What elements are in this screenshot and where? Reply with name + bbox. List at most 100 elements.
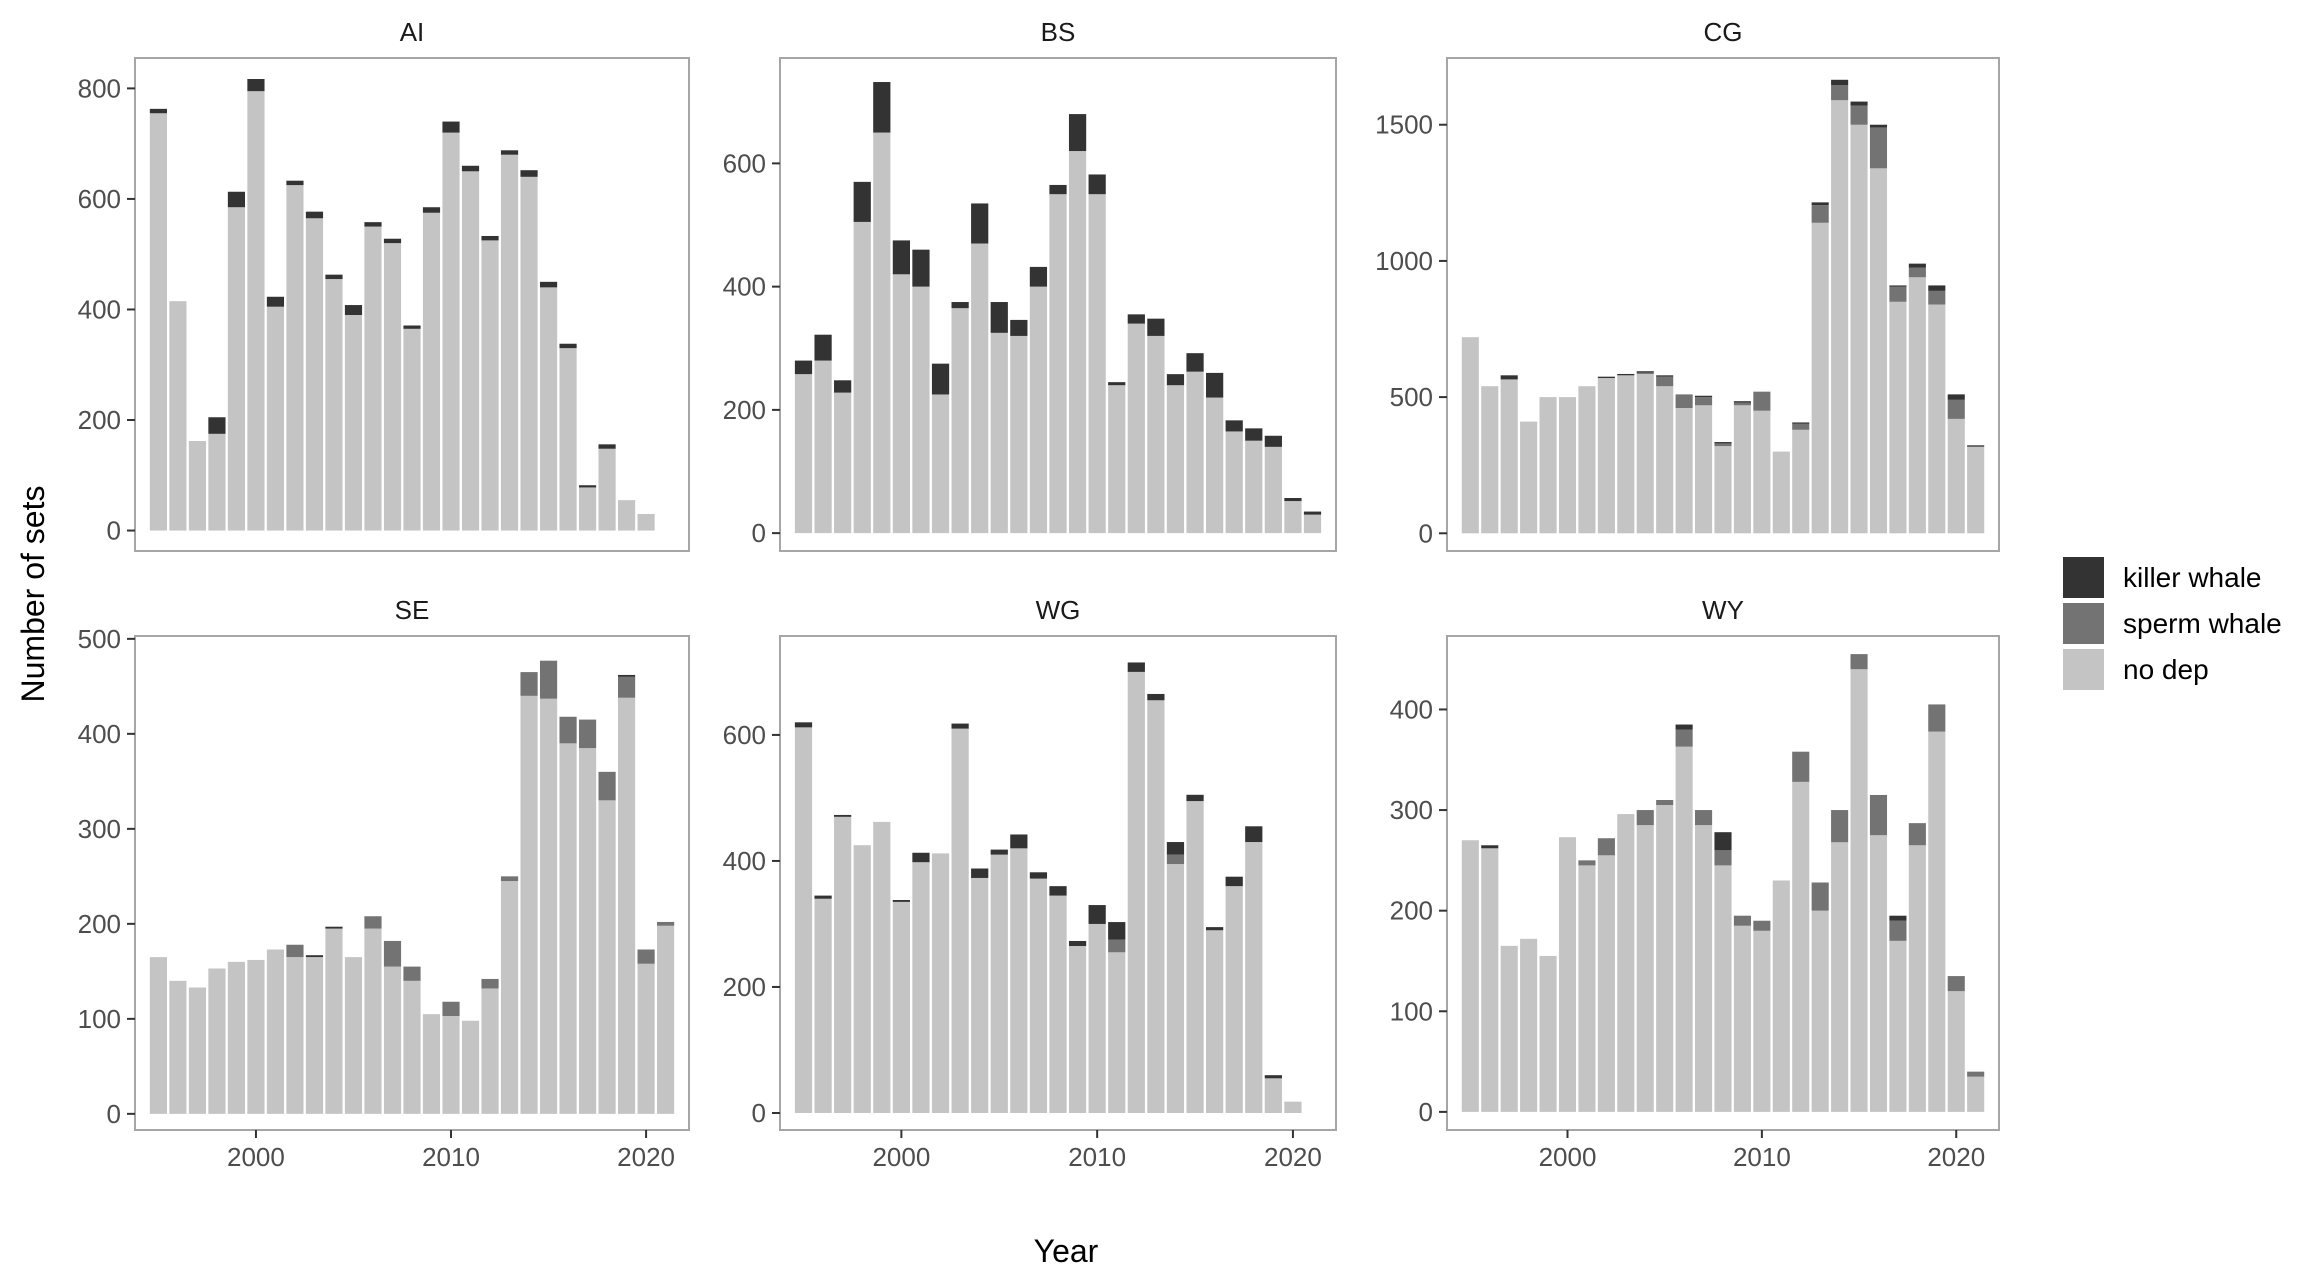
bar-wy-no-dep-2020 xyxy=(1947,991,1965,1112)
bar-se-no-dep-2008 xyxy=(403,980,421,1114)
bar-bs-killer-whale-2002 xyxy=(931,363,950,395)
bar-se-sperm-whale-2018 xyxy=(598,771,616,801)
bar-wg-killer-whale-2013 xyxy=(1147,693,1165,701)
bar-se-no-dep-2010 xyxy=(442,1016,460,1114)
bar-bs-killer-whale-1997 xyxy=(834,380,852,393)
bar-wg-no-dep-1999 xyxy=(873,821,891,1113)
y-tick-label-wg-400: 400 xyxy=(723,846,766,876)
legend-key-no-dep xyxy=(2063,649,2104,690)
bar-se-sperm-whale-2008 xyxy=(403,966,421,981)
bar-bs-killer-whale-2012 xyxy=(1127,314,1145,324)
bar-bs-killer-whale-2020 xyxy=(1284,498,1302,502)
bar-bs-no-dep-2006 xyxy=(1010,335,1028,534)
panel-bs: BS 0 200 400 600 xyxy=(723,17,1337,552)
bar-bs-no-dep-2015 xyxy=(1186,371,1204,534)
bar-wg-killer-whale-2014 xyxy=(1166,842,1185,855)
bar-wg-killer-whale-2016 xyxy=(1206,927,1224,931)
y-tick-label-ai-600: 600 xyxy=(78,184,121,214)
bar-ai-killer-whale-2008 xyxy=(403,325,421,329)
bar-wy-no-dep-2006 xyxy=(1675,746,1693,1112)
bar-cg-no-dep-1995 xyxy=(1461,337,1479,534)
bar-cg-killer-whale-2021 xyxy=(1967,445,1985,447)
bar-cg-no-dep-2016 xyxy=(1869,168,1888,534)
bar-ai-killer-whale-2011 xyxy=(461,165,480,172)
bar-se-sperm-whale-2002 xyxy=(286,944,304,958)
bar-cg-killer-whale-2012 xyxy=(1792,422,1810,424)
bar-wy-no-dep-2014 xyxy=(1831,842,1849,1112)
bar-bs-no-dep-2002 xyxy=(931,394,950,534)
y-tick-label-bs-400: 400 xyxy=(723,272,766,302)
bar-cg-no-dep-2007 xyxy=(1695,405,1713,534)
bar-wy-no-dep-2019 xyxy=(1928,731,1946,1112)
bar-ai-no-dep-2020 xyxy=(637,513,655,531)
bar-ai-no-dep-2003 xyxy=(305,218,324,531)
bar-se-no-dep-2015 xyxy=(539,698,558,1114)
bar-wg-no-dep-1995 xyxy=(794,727,813,1113)
panel-border-se xyxy=(134,635,690,1131)
y-tick-label-se-400: 400 xyxy=(78,719,121,749)
bar-bs-killer-whale-2021 xyxy=(1303,511,1322,515)
panel-ai: AI 0 200 400 600 800 xyxy=(78,17,690,552)
bar-bs-killer-whale-2001 xyxy=(912,249,930,287)
bar-wg-killer-whale-2019 xyxy=(1264,1075,1282,1079)
bar-ai-killer-whale-2015 xyxy=(539,281,558,288)
bar-wy-sperm-whale-2006 xyxy=(1675,729,1693,747)
x-tick-label-wy-2020: 2020 xyxy=(1927,1142,1985,1172)
bar-se-sperm-whale-2019 xyxy=(617,676,636,698)
bar-bs-no-dep-2011 xyxy=(1108,385,1126,534)
bar-se-sperm-whale-2021 xyxy=(657,921,675,926)
bar-wg-no-dep-2020 xyxy=(1284,1101,1302,1113)
y-tick-label-wy-300: 300 xyxy=(1390,795,1433,825)
bar-cg-sperm-whale-2014 xyxy=(1831,85,1849,101)
bar-cg-killer-whale-2002 xyxy=(1597,376,1615,379)
bar-bs-no-dep-2012 xyxy=(1127,323,1145,534)
bar-wy-no-dep-2002 xyxy=(1597,855,1615,1112)
bar-cg-sperm-whale-2016 xyxy=(1869,127,1888,169)
bar-wy-sperm-whale-2018 xyxy=(1908,823,1926,846)
bar-wg-killer-whale-1995 xyxy=(794,722,813,728)
bar-se-sperm-whale-2013 xyxy=(500,876,519,882)
bar-wg-killer-whale-2017 xyxy=(1225,876,1243,887)
y-tick-label-ai-400: 400 xyxy=(78,294,121,324)
y-tick-label-ai-200: 200 xyxy=(78,405,121,435)
y-tick-label-wy-400: 400 xyxy=(1390,694,1433,724)
bar-se-no-dep-2000 xyxy=(247,959,265,1114)
bar-wy-no-dep-2016 xyxy=(1869,835,1888,1112)
bar-cg-sperm-whale-2020 xyxy=(1947,399,1965,419)
y-tick-label-cg-500: 500 xyxy=(1390,382,1433,412)
panel-border-cg xyxy=(1446,57,2000,552)
bar-wy-no-dep-2008 xyxy=(1714,865,1732,1112)
bar-ai-killer-whale-2013 xyxy=(500,150,519,155)
bar-se-no-dep-1998 xyxy=(208,968,226,1114)
panel-title-wg: WG xyxy=(1036,595,1081,625)
bar-bs-killer-whale-2005 xyxy=(990,302,1008,333)
bar-cg-killer-whale-2020 xyxy=(1947,394,1965,400)
bar-wg-killer-whale-2007 xyxy=(1029,872,1048,879)
bar-wg-killer-whale-2003 xyxy=(951,723,969,729)
bar-cg-no-dep-2006 xyxy=(1675,408,1693,534)
bar-ai-no-dep-2015 xyxy=(539,287,558,531)
bar-wg-killer-whale-2009 xyxy=(1068,940,1087,947)
bar-bs-killer-whale-2008 xyxy=(1049,184,1067,195)
bar-se-no-dep-2018 xyxy=(598,800,616,1114)
bar-wg-no-dep-2009 xyxy=(1068,946,1087,1113)
panel-border-wg xyxy=(779,635,1337,1131)
bar-wy-no-dep-2017 xyxy=(1889,940,1907,1112)
bar-cg-no-dep-2014 xyxy=(1831,100,1849,534)
panel-cg: CG 0 500 1000 1500 xyxy=(1375,17,2000,552)
bar-se-no-dep-2004 xyxy=(325,928,343,1114)
bar-bs-killer-whale-1998 xyxy=(853,181,871,222)
bar-cg-sperm-whale-2017 xyxy=(1889,286,1907,302)
y-tick-label-se-300: 300 xyxy=(78,814,121,844)
bar-ai-no-dep-1995 xyxy=(149,113,167,531)
bar-se-no-dep-2019 xyxy=(617,697,636,1114)
bar-ai-killer-whale-2016 xyxy=(559,343,577,349)
bar-wy-sperm-whale-2016 xyxy=(1869,794,1888,836)
bar-bs-no-dep-2020 xyxy=(1284,501,1302,534)
bar-wg-no-dep-2000 xyxy=(892,901,910,1113)
bar-cg-no-dep-2003 xyxy=(1617,375,1635,534)
legend-label-sperm-whale: sperm whale xyxy=(2123,608,2282,639)
bar-ai-killer-whale-2017 xyxy=(578,485,597,488)
bar-cg-killer-whale-2005 xyxy=(1656,375,1674,377)
bar-wg-no-dep-2002 xyxy=(931,853,950,1113)
